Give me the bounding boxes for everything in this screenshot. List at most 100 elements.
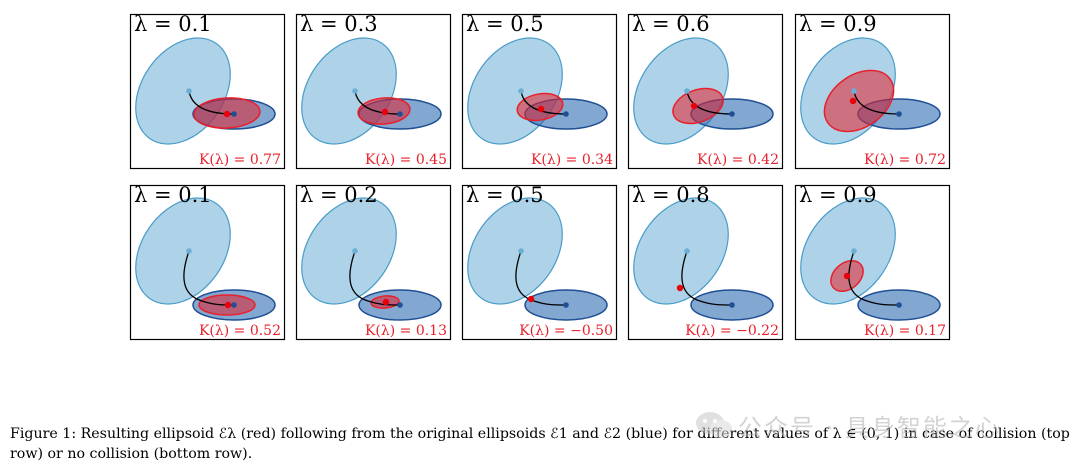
panel-frame bbox=[295, 13, 452, 170]
result-center-dot bbox=[849, 97, 857, 105]
interpolation-path bbox=[515, 250, 567, 306]
figure-panel-collision-2: λ = 0.3 K(λ) = 0.45 bbox=[295, 12, 452, 170]
center-1-dot bbox=[352, 88, 358, 94]
lambda-label: λ = 0.9 bbox=[799, 183, 877, 207]
center-1-dot bbox=[851, 88, 857, 94]
panel-frame bbox=[627, 13, 784, 170]
figure-panel-collision-4: λ = 0.6 K(λ) = 0.42 bbox=[627, 12, 784, 170]
result-center-dot bbox=[537, 105, 545, 113]
panel-plot bbox=[129, 13, 286, 170]
center-1-dot bbox=[851, 248, 857, 254]
panel-plot bbox=[295, 184, 452, 341]
panel-plot bbox=[794, 13, 951, 170]
panel-plot bbox=[295, 13, 452, 170]
k-value-label: K(λ) = 0.45 bbox=[364, 152, 447, 168]
panel-plot bbox=[627, 13, 784, 170]
center-2-dot bbox=[397, 111, 403, 117]
interpolation-path bbox=[349, 250, 401, 306]
ellipsoid-1 bbox=[135, 197, 231, 305]
panel-plot bbox=[794, 184, 951, 341]
result-center-dot bbox=[382, 298, 390, 306]
ellipsoid-result bbox=[672, 87, 724, 125]
interpolation-path bbox=[354, 90, 401, 115]
panel-frame bbox=[461, 184, 618, 341]
k-value-label: K(λ) = −0.50 bbox=[519, 323, 613, 339]
watermark: 公众号 · 具身智能之心 bbox=[694, 408, 1064, 442]
center-2-dot bbox=[231, 111, 237, 117]
result-center-dot bbox=[527, 295, 535, 303]
interpolation-path bbox=[853, 90, 900, 115]
k-value-label: K(λ) = 0.72 bbox=[863, 152, 946, 168]
k-value-label: K(λ) = −0.22 bbox=[685, 323, 779, 339]
center-1-dot bbox=[186, 88, 192, 94]
center-1-dot bbox=[186, 248, 192, 254]
center-1-dot bbox=[684, 248, 690, 254]
panel-frame bbox=[794, 13, 951, 170]
lambda-label: λ = 0.5 bbox=[466, 12, 544, 36]
lambda-label: λ = 0.6 bbox=[632, 12, 710, 36]
interpolation-path bbox=[520, 90, 567, 115]
k-value-label: K(λ) = 0.34 bbox=[530, 152, 613, 168]
panel-frame bbox=[794, 184, 951, 341]
center-1-dot bbox=[352, 248, 358, 254]
result-center-dot bbox=[676, 284, 684, 292]
lambda-label: λ = 0.3 bbox=[300, 12, 378, 36]
k-value-label: K(λ) = 0.13 bbox=[364, 323, 447, 339]
result-center-dot bbox=[223, 110, 231, 118]
center-2-dot bbox=[563, 111, 569, 117]
ellipsoid-1 bbox=[633, 197, 729, 305]
center-2-dot bbox=[729, 111, 735, 117]
figure-panel-no-collision-3: λ = 0.5 K(λ) = −0.50 bbox=[461, 183, 618, 341]
ellipsoid-1 bbox=[467, 197, 563, 305]
wechat-icon bbox=[696, 412, 732, 438]
center-1-dot bbox=[518, 248, 524, 254]
panel-frame bbox=[295, 184, 452, 341]
lambda-label: λ = 0.2 bbox=[300, 183, 378, 207]
figure-caption: Figure 1: Resulting ellipsoid ℰλ (red) f… bbox=[10, 426, 1070, 462]
ellipsoid-1 bbox=[467, 37, 563, 145]
interpolation-path bbox=[681, 250, 733, 306]
watermark-text: 公众号 · 具身智能之心 bbox=[738, 414, 1001, 442]
center-2-dot bbox=[729, 302, 735, 308]
panel-plot bbox=[627, 184, 784, 341]
panel-plot bbox=[461, 13, 618, 170]
lambda-label: λ = 0.9 bbox=[799, 12, 877, 36]
lambda-label: λ = 0.1 bbox=[134, 183, 212, 207]
ellipsoid-1 bbox=[135, 37, 231, 145]
ellipsoid-1 bbox=[301, 197, 397, 305]
center-1-dot bbox=[518, 88, 524, 94]
result-center-dot bbox=[843, 272, 851, 280]
lambda-label: λ = 0.5 bbox=[466, 183, 544, 207]
lambda-label: λ = 0.1 bbox=[134, 12, 212, 36]
result-center-dot bbox=[690, 102, 698, 110]
ellipsoid-1 bbox=[800, 197, 896, 305]
result-center-dot bbox=[224, 301, 232, 309]
figure-panel-no-collision-4: λ = 0.8 K(λ) = −0.22 bbox=[627, 183, 784, 341]
center-2-dot bbox=[231, 302, 237, 308]
panel-plot bbox=[461, 184, 618, 341]
center-2-dot bbox=[896, 111, 902, 117]
interpolation-path bbox=[848, 250, 900, 306]
ellipsoid-1 bbox=[633, 37, 729, 145]
k-value-label: K(λ) = 0.42 bbox=[696, 152, 779, 168]
panel-frame bbox=[129, 13, 286, 170]
figure-panel-no-collision-2: λ = 0.2 K(λ) = 0.13 bbox=[295, 183, 452, 341]
k-value-label: K(λ) = 0.17 bbox=[863, 323, 946, 339]
panel-frame bbox=[129, 184, 286, 341]
result-center-dot bbox=[381, 108, 389, 116]
center-2-dot bbox=[896, 302, 902, 308]
figure-panel-no-collision-5: λ = 0.9 K(λ) = 0.17 bbox=[794, 183, 951, 341]
center-1-dot bbox=[684, 88, 690, 94]
figure: λ = 0.1 K(λ) = 0.77 λ = 0.3 K(λ) = 0.45 λ = … bbox=[129, 12, 951, 341]
panel-plot bbox=[129, 184, 286, 341]
panel-frame bbox=[461, 13, 618, 170]
interpolation-path bbox=[183, 250, 235, 306]
lambda-label: λ = 0.8 bbox=[632, 183, 710, 207]
ellipsoid-1 bbox=[301, 37, 397, 145]
figure-panel-no-collision-1: λ = 0.1 K(λ) = 0.52 bbox=[129, 183, 286, 341]
interpolation-path bbox=[686, 90, 733, 115]
figure-panel-collision-5: λ = 0.9 K(λ) = 0.72 bbox=[794, 12, 951, 170]
panel-frame bbox=[627, 184, 784, 341]
k-value-label: K(λ) = 0.52 bbox=[198, 323, 281, 339]
center-2-dot bbox=[397, 302, 403, 308]
